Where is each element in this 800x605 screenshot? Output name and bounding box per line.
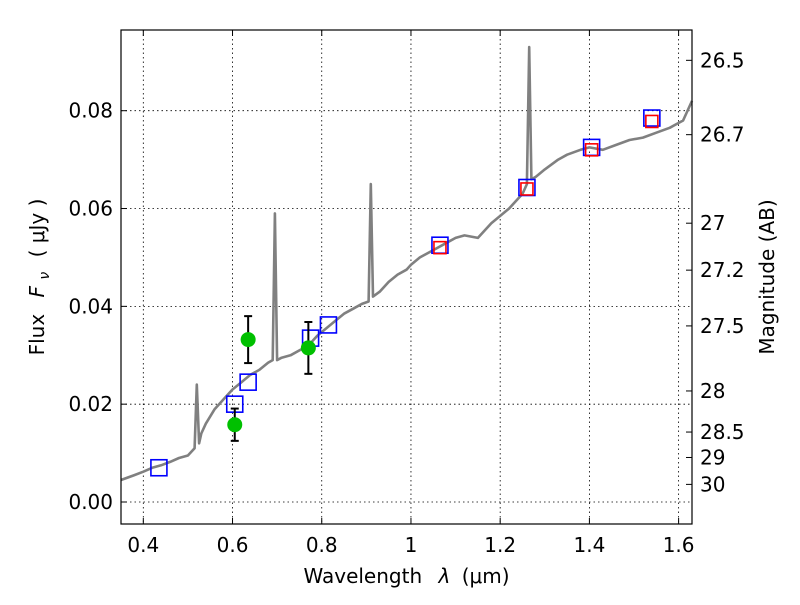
y-axis-label-symbol: F (25, 285, 49, 297)
y-tick-label: 0.02 (68, 392, 113, 416)
ticks-layer: 0.4 0.6 0.8 1 1.2 1.4 1.6 0.00 0.02 0.04 0.06 0.08 2… (68, 30, 745, 557)
grid-layer (121, 30, 692, 524)
right-tick-label: 28 (700, 379, 725, 403)
right-tick-label: 30 (700, 472, 725, 496)
blue-square-point (239, 373, 257, 391)
x-tick-label: 0.6 (217, 533, 249, 557)
red-square-point (584, 143, 599, 157)
y-tick-label: 0.06 (68, 197, 113, 221)
x-tick-label: 0.8 (306, 533, 338, 557)
y-axis-label: Flux F ν ( μJy ) (25, 199, 54, 356)
green-circle-point (227, 417, 243, 433)
plot-frame (120, 29, 693, 525)
x-tick-label: 1.2 (484, 533, 516, 557)
blue-square-point (643, 109, 661, 127)
blue-square-point (150, 458, 168, 477)
x-axis-label-text: Wavelength (303, 564, 422, 588)
spectrum-line (120, 45, 694, 482)
x-tick-label: 1 (405, 533, 418, 557)
red-square-point (520, 182, 534, 196)
y-axis-label-unit: ( μJy ) (25, 199, 49, 258)
red-square-point (433, 240, 447, 255)
right-tick-label: 27 (700, 211, 725, 235)
blue-square-point (319, 316, 338, 334)
right-tick-label: 27.5 (700, 314, 745, 338)
y-axis-label-subscript: ν (37, 272, 53, 280)
y-tick-label: 0.08 (68, 99, 113, 123)
x-tick-label: 1.4 (573, 533, 605, 557)
right-tick-label: 28.5 (700, 420, 745, 444)
y-tick-label: 0.04 (68, 294, 113, 318)
x-axis-label-symbol: λ (438, 564, 451, 588)
green-circle-point (240, 332, 256, 348)
right-tick-label: 29 (700, 445, 725, 469)
right-axis-label: Magnitude (AB) (755, 199, 779, 354)
green-circle-point (300, 340, 316, 356)
x-tick-label: 1.6 (663, 533, 695, 557)
right-tick-label: 26.7 (700, 123, 745, 147)
red-square-point (645, 114, 659, 129)
right-tick-label: 26.5 (700, 48, 745, 72)
right-tick-label: 27.2 (700, 258, 745, 282)
x-axis-label-unit: (μm) (462, 564, 510, 588)
x-tick-label: 0.4 (127, 533, 159, 557)
x-axis-label: Wavelength λ (μm) (303, 564, 509, 588)
y-tick-label: 0.00 (68, 490, 113, 514)
series-layer (120, 45, 694, 482)
y-axis-label-text: Flux (25, 314, 49, 356)
